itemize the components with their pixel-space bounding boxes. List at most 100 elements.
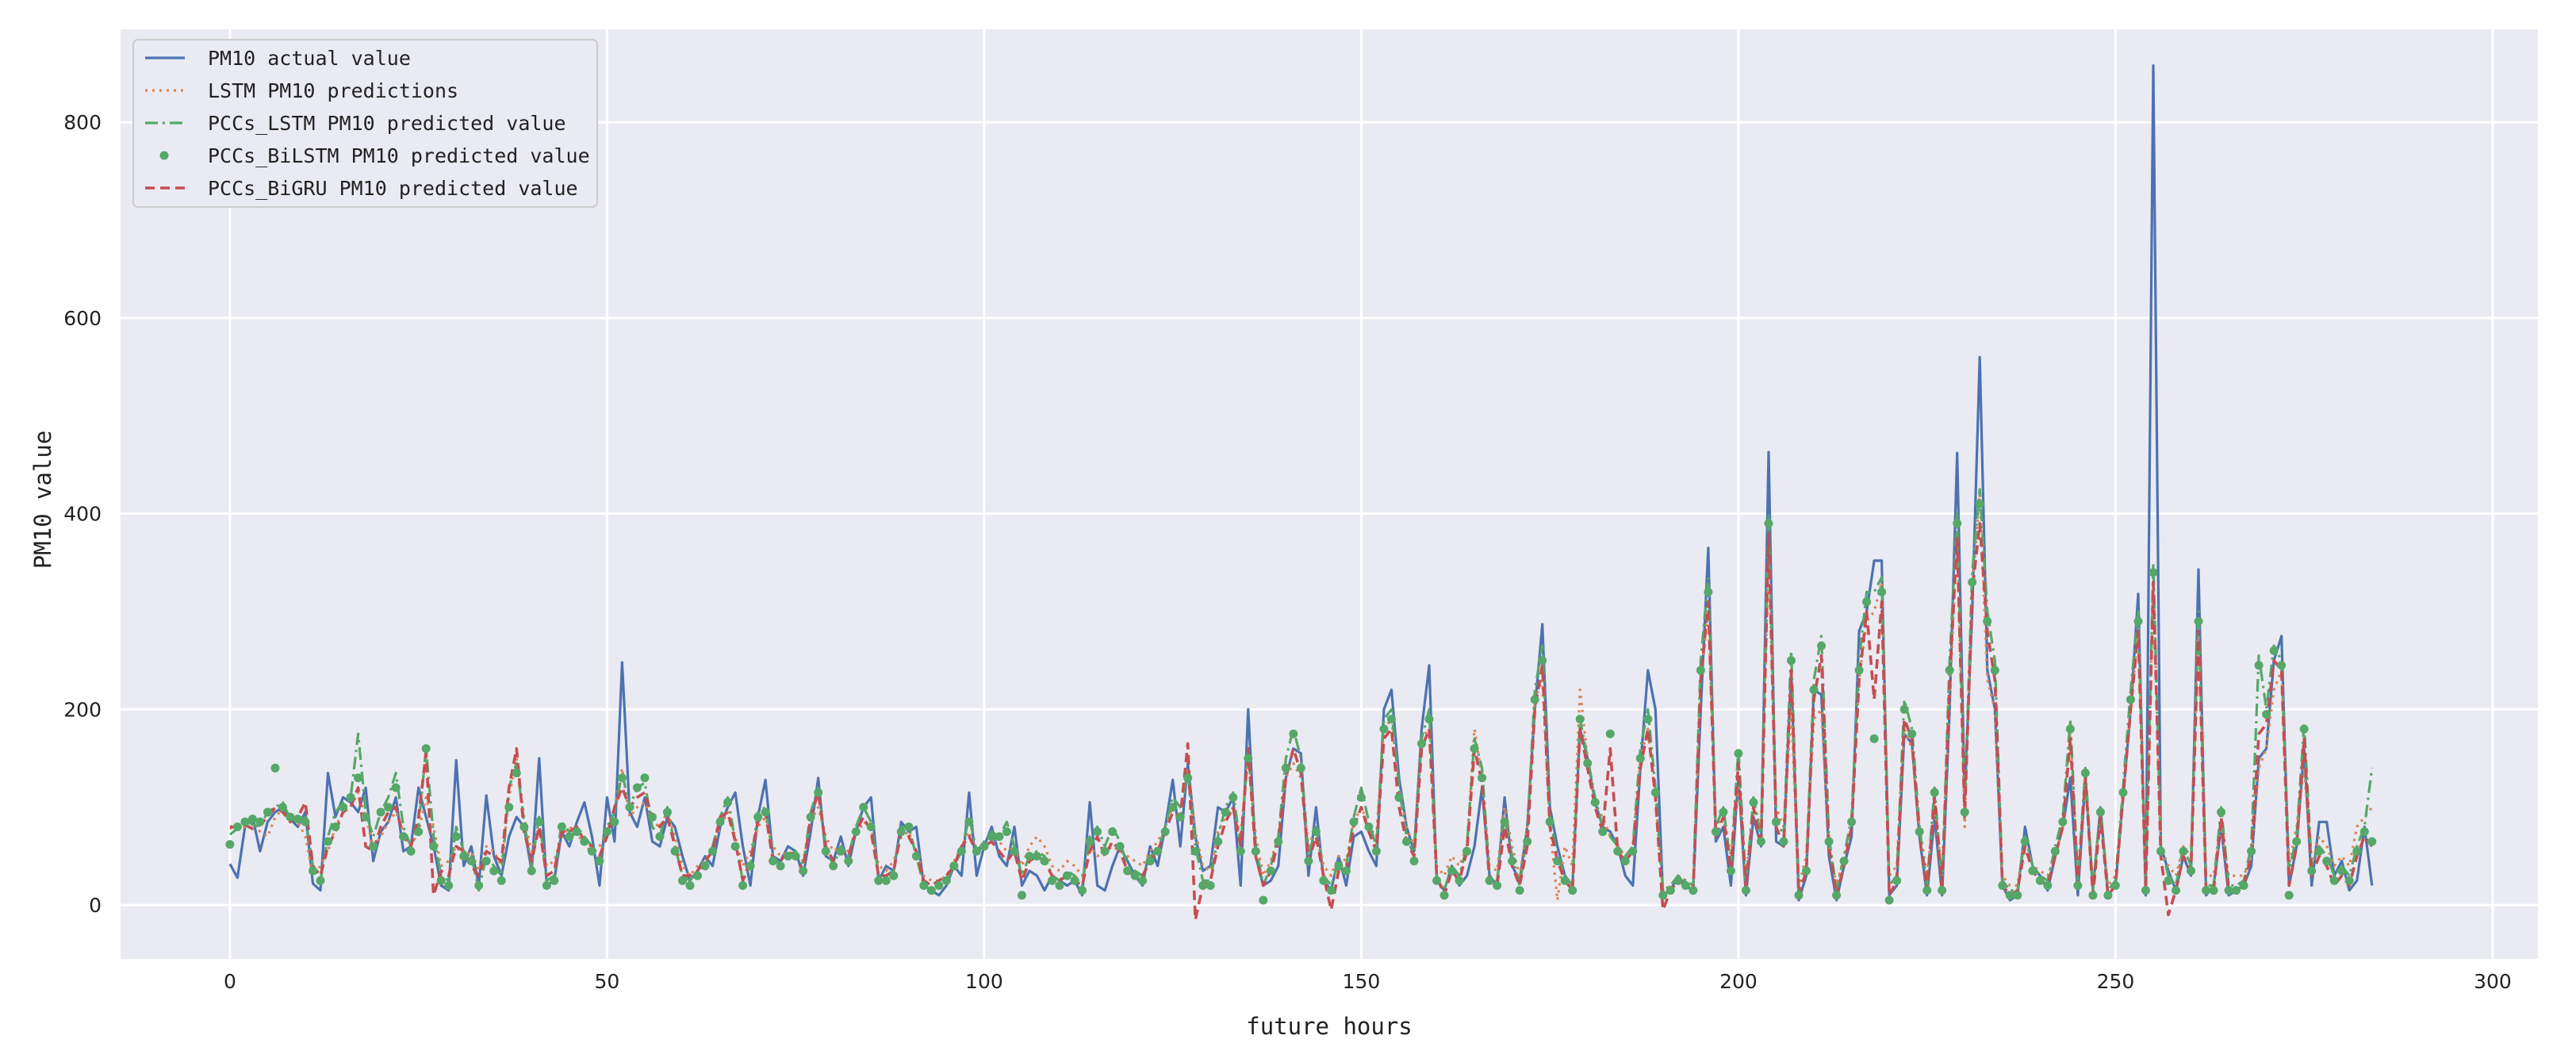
bilstm-dot-point xyxy=(1349,817,1359,826)
bilstm-dot-point xyxy=(1356,792,1366,802)
bilstm-dot-point xyxy=(587,846,596,856)
bilstm-dot-point xyxy=(354,773,363,783)
bilstm-dot-point xyxy=(232,822,242,831)
bilstm-dot-point xyxy=(474,880,484,890)
bilstm-dot-point xyxy=(2307,866,2317,876)
bilstm-dot-point xyxy=(655,832,665,842)
bilstm-dot-point xyxy=(1138,876,1148,885)
y-axis-label: PM10 value xyxy=(29,431,56,569)
bilstm-dot-point xyxy=(451,832,461,842)
bilstm-dot-point xyxy=(1892,876,1902,885)
bilstm-dot-point xyxy=(926,886,936,895)
bilstm-dot-point xyxy=(1010,846,1019,856)
bilstm-dot-point xyxy=(964,817,974,826)
bilstm-dot-point xyxy=(2133,616,2143,626)
bilstm-dot-point xyxy=(979,842,989,851)
bilstm-dot-point xyxy=(746,861,755,871)
bilstm-dot-point xyxy=(2043,880,2053,890)
bilstm-dot-point xyxy=(730,842,740,851)
bilstm-dot-point xyxy=(1922,886,1932,895)
bilstm-dot-point xyxy=(1085,837,1094,846)
bilstm-dot-point xyxy=(2156,846,2165,856)
bilstm-dot-point xyxy=(2322,857,2332,866)
bilstm-dot-point xyxy=(1093,827,1102,837)
bilstm-dot-point xyxy=(1968,577,1977,587)
bilstm-dot-point xyxy=(904,822,914,831)
bilstm-dot-point xyxy=(866,822,876,831)
bilstm-dot-point xyxy=(1975,499,1984,508)
bilstm-dot-point xyxy=(369,842,378,851)
bilstm-dot-point xyxy=(2050,846,2060,856)
bilstm-dot-point xyxy=(769,857,778,866)
bilstm-dot-point xyxy=(255,817,265,826)
bilstm-dot-point xyxy=(753,812,763,822)
bilstm-dot-point xyxy=(444,880,454,890)
bilstm-dot-point xyxy=(1130,871,1140,880)
bilstm-dot-point xyxy=(1590,798,1600,807)
bilstm-dot-point xyxy=(1605,729,1615,738)
bilstm-dot-point xyxy=(2217,807,2226,817)
bilstm-dot-point xyxy=(1100,846,1110,856)
bilstm-dot-point xyxy=(911,851,921,861)
bilstm-dot-point xyxy=(1145,857,1155,866)
bilstm-dot-point xyxy=(972,846,981,856)
bilstm-dot-point xyxy=(1839,857,1849,866)
bilstm-dot-point xyxy=(1953,519,1962,528)
bilstm-dot-point xyxy=(535,817,544,826)
bilstm-dot-point xyxy=(565,832,574,842)
bilstm-dot-point xyxy=(2202,886,2211,895)
bilstm-dot-point xyxy=(1643,715,1653,724)
bilstm-dot-point xyxy=(2118,788,2128,797)
bilstm-dot-point xyxy=(1334,861,1344,871)
bilstm-dot-point xyxy=(1439,891,1449,900)
bilstm-dot-point xyxy=(1756,837,1765,846)
bilstm-dot-point xyxy=(806,812,815,822)
bilstm-dot-point xyxy=(2141,886,2150,895)
bilstm-dot-point xyxy=(1530,695,1539,704)
bilstm-dot-point xyxy=(595,857,604,866)
bilstm-dot-point xyxy=(1123,866,1133,876)
bilstm-dot-point xyxy=(881,876,891,885)
bilstm-dot-point xyxy=(1719,807,1728,817)
bilstm-dot-point xyxy=(293,815,302,824)
bilstm-dot-point xyxy=(1832,891,1842,900)
bilstm-dot-point xyxy=(550,876,559,885)
bilstm-dot-point xyxy=(2247,846,2256,856)
bilstm-dot-point xyxy=(949,861,959,871)
bilstm-dot-point xyxy=(1771,817,1781,826)
bilstm-dot-point xyxy=(776,861,785,871)
bilstm-dot-point xyxy=(1364,822,1374,831)
bilstm-dot-point xyxy=(346,792,355,802)
bilstm-dot-point xyxy=(1409,857,1419,866)
bilstm-dot-point xyxy=(1470,744,1479,753)
bilstm-dot-point xyxy=(625,803,634,812)
bilstm-dot-point xyxy=(2088,891,2098,900)
bilstm-dot-point xyxy=(1854,665,1864,675)
bilstm-dot-point xyxy=(2126,695,2135,704)
bilstm-dot-point xyxy=(1538,656,1547,665)
bilstm-dot-point xyxy=(2224,886,2233,895)
bilstm-dot-point xyxy=(1635,753,1645,763)
bilstm-dot-point xyxy=(1877,587,1887,596)
bilstm-dot-point xyxy=(956,846,966,856)
x-tick-label: 300 xyxy=(2474,970,2512,993)
bilstm-dot-point xyxy=(2367,837,2377,846)
x-tick-label: 100 xyxy=(965,970,1003,993)
bilstm-dot-point xyxy=(519,822,529,831)
bilstm-dot-point xyxy=(610,817,619,826)
bilstm-dot-point xyxy=(1251,846,1260,856)
bilstm-dot-point xyxy=(1296,763,1305,773)
bilstm-dot-point xyxy=(1078,886,1087,895)
bilstm-dot-point xyxy=(1749,798,1758,807)
legend-label: PM10 actual value xyxy=(208,47,411,70)
bilstm-dot-point xyxy=(1598,827,1608,837)
bilstm-dot-point xyxy=(987,832,996,842)
bilstm-dot-point xyxy=(1025,851,1034,861)
y-tick-label: 400 xyxy=(63,503,102,526)
bilstm-dot-point xyxy=(2095,807,2105,817)
bilstm-dot-point xyxy=(1613,846,1623,856)
bilstm-dot-point xyxy=(1726,866,1735,876)
bilstm-dot-point xyxy=(1794,891,1804,900)
y-tick-label: 0 xyxy=(89,894,102,917)
x-tick-label: 150 xyxy=(1343,970,1381,993)
